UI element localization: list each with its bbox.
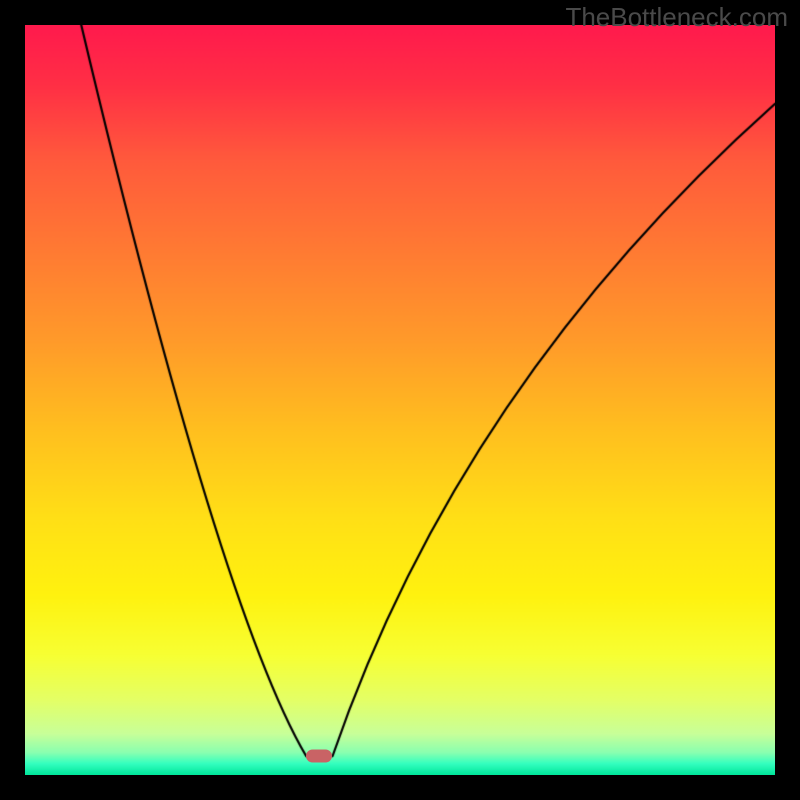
chart-container: { "canvas": { "width": 800, "height": 80… — [0, 0, 800, 800]
bottleneck-curve-canvas — [25, 25, 775, 775]
plot-area — [25, 25, 775, 775]
optimum-marker — [306, 750, 332, 763]
watermark-text: TheBottleneck.com — [565, 2, 788, 33]
